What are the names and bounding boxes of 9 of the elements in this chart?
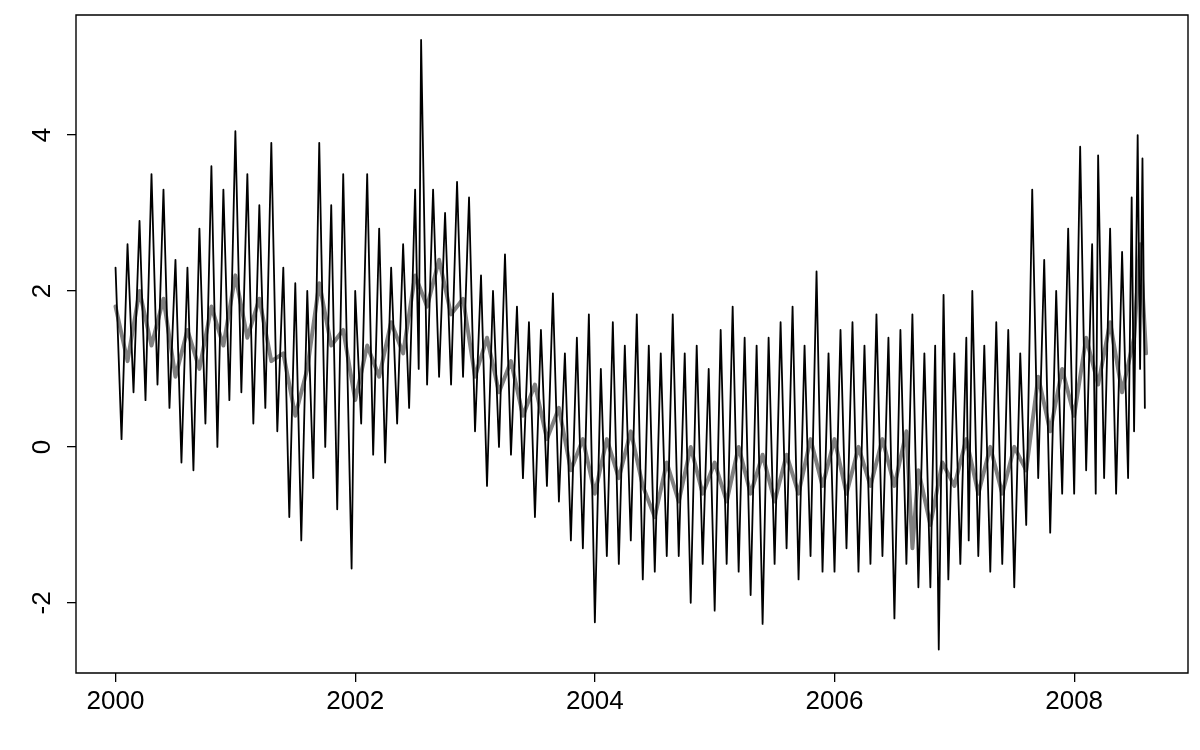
x-tick-label: 2000 xyxy=(86,684,145,715)
y-tick-label: 0 xyxy=(26,439,56,455)
x-tick-label: 2006 xyxy=(805,684,864,715)
x-tick-label: 2002 xyxy=(326,684,385,715)
y-tick-label: 4 xyxy=(26,127,56,143)
x-tick-label: 2004 xyxy=(565,684,624,715)
y-tick-label: -2 xyxy=(26,591,56,615)
y-tick-label: 2 xyxy=(26,283,56,299)
x-tick-label: 2008 xyxy=(1045,684,1104,715)
